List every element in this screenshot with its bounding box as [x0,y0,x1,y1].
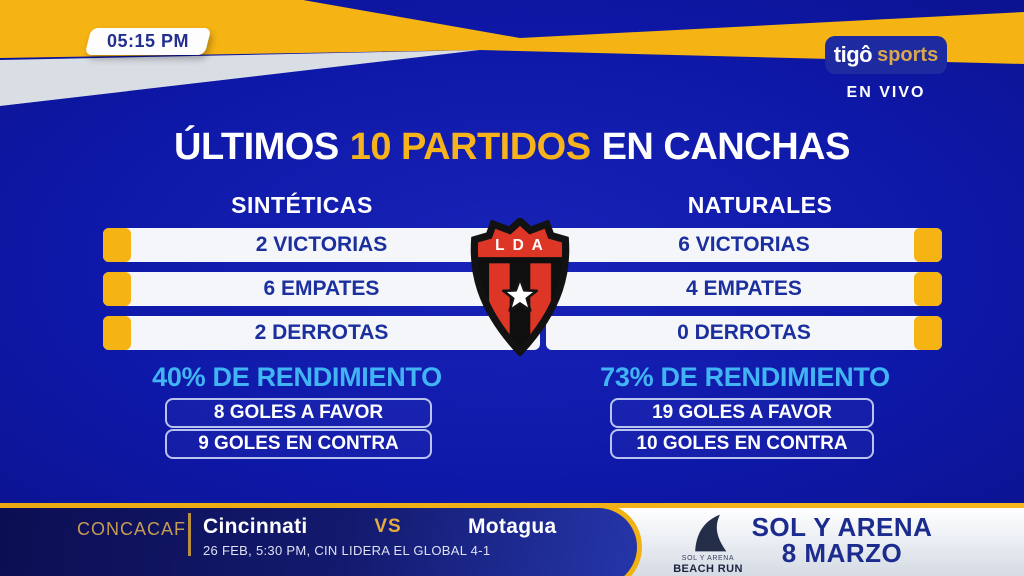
crest-star-icon [502,277,538,312]
title-highlight: 10 PARTIDOS [349,126,591,168]
ticker-home-team: Cincinnati [203,515,308,538]
tigo-sports-logo: tigô sports [825,36,947,74]
bar-yellow-cap [103,228,131,262]
goals-for-left: 8 GOLES A FAVOR [165,398,432,428]
ticker-match-detail: 26 FEB, 5:30 PM, CIN LIDERA EL GLOBAL 4-… [203,543,491,558]
crest-initials: L D A [495,237,545,254]
bar-yellow-cap [103,316,131,350]
goals-against-left: 9 GOLES EN CONTRA [165,429,432,459]
stat-bar-label: 6 EMPATES [263,277,380,300]
stat-bar-label: 0 DERROTAS [677,321,811,344]
promo-event-text: SOL Y ARENA 8 MARZO [722,514,962,566]
stat-bar-label: 4 EMPATES [686,277,802,300]
tigo-logo-text: tigô [833,42,873,67]
promo-line1: SOL Y ARENA [751,512,933,542]
stat-bar-label: 2 VICTORIAS [255,233,388,256]
bar-yellow-cap [914,316,942,350]
band-divider-line [0,503,1024,508]
title-pre: ÚLTIMOS [174,126,339,168]
stat-bar-left-derrotas: 2 DERROTAS [103,316,540,350]
goals-against-right: 10 GOLES EN CONTRA [610,429,874,459]
sports-logo-text: sports [877,43,939,66]
ticker-vs-label: VS [374,516,402,537]
ticker-divider [188,513,191,556]
stat-bar-label: 6 VICTORIAS [678,233,810,256]
beach-run-logo-bottom: BEACH RUN [673,563,743,575]
clock-time: 05:15 PM [106,31,190,51]
column-header-naturales: NATURALES [687,192,833,218]
stat-bar-right-derrotas: 0 DERROTAS [546,316,942,350]
goals-for-right: 19 GOLES A FAVOR [610,398,874,428]
performance-left: 40% DE RENDIMIENTO [152,362,442,392]
performance-right: 73% DE RENDIMIENTO [600,362,890,392]
bar-yellow-cap [103,272,131,306]
ticker-league: CONCACAF [77,519,187,539]
team-crest-lda-icon: L D A [466,216,574,358]
stat-bar-left-victorias: 2 VICTORIAS [103,228,540,262]
shark-fin-icon [684,512,732,554]
title-post: EN CANCHAS [601,126,851,168]
stat-bar-right-victorias: 6 VICTORIAS [546,228,942,262]
stat-bar-right-empates: 4 EMPATES [546,272,942,306]
promo-line2: 8 MARZO [781,538,903,568]
page-title: ÚLTIMOS 10 PARTIDOS EN CANCHAS [0,126,1024,169]
live-badge: EN VIVO [846,84,926,101]
bar-yellow-cap [914,228,942,262]
bottom-band: CONCACAF Cincinnati VS Motagua 26 FEB, 5… [0,503,1024,576]
ticker-away-team: Motagua [468,515,557,538]
beach-run-logo-top: SOL Y ARENA [681,555,735,562]
stat-bar-label: 2 DERROTAS [254,321,389,344]
column-header-sinteticas: SINTÉTICAS [231,192,373,218]
time-pill: 05:15 PM [84,28,212,55]
bar-yellow-cap [914,272,942,306]
stat-bar-left-empates: 6 EMPATES [103,272,540,306]
